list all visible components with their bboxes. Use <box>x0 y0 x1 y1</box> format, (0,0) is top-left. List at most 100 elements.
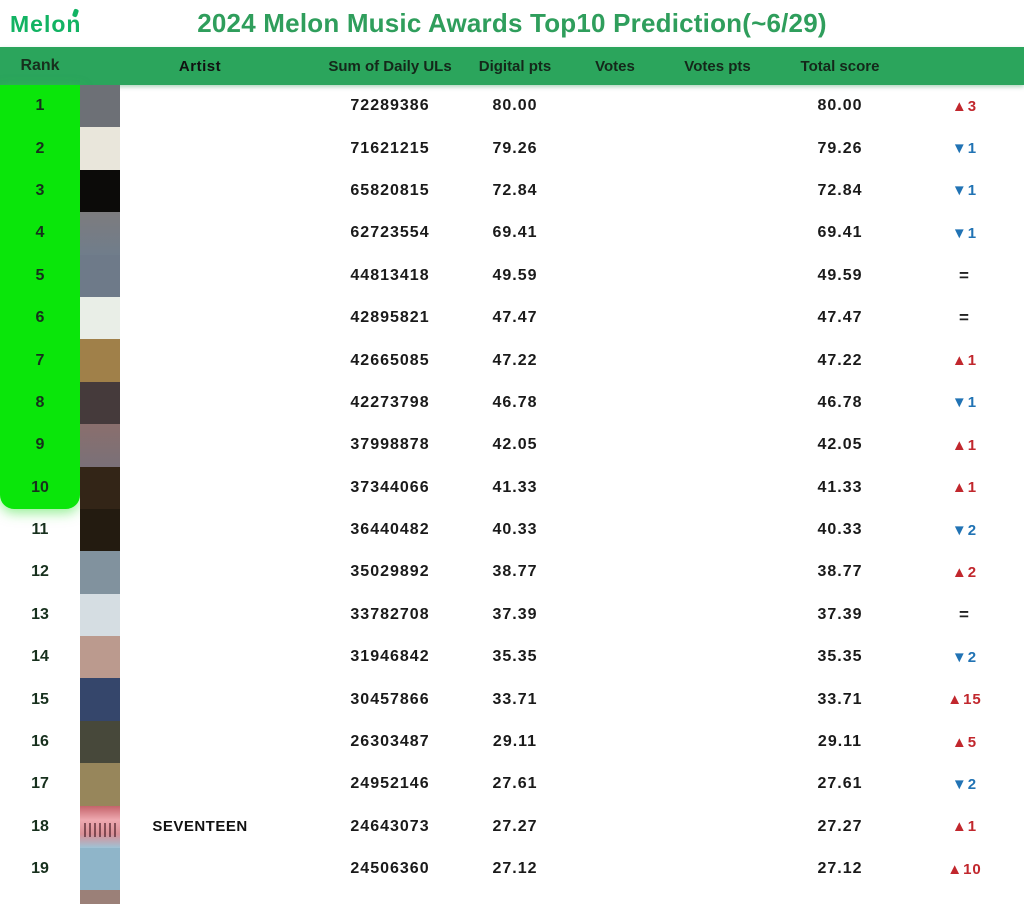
rank-change-indicator: ▲1 <box>951 436 978 454</box>
sum-daily-uls-value: 71621215 <box>350 139 430 157</box>
table-row: 11 36440482 40.33 40.33 ▼2 <box>0 508 1024 552</box>
rank-cell: 13 <box>31 605 49 623</box>
digital-pts-value: 49.59 <box>492 266 538 284</box>
sum-daily-uls-value: 24952146 <box>350 775 430 793</box>
digital-pts-value: 72.84 <box>492 181 538 199</box>
table-row: 13 33782708 37.39 37.39 = <box>0 593 1024 637</box>
artist-thumbnail <box>80 636 120 679</box>
digital-pts-value: 27.61 <box>492 775 538 793</box>
digital-pts-value: 46.78 <box>492 393 538 411</box>
thumb-cell <box>80 848 120 891</box>
total-score-value: 79.26 <box>817 139 863 157</box>
digital-pts-value: 37.39 <box>492 605 538 623</box>
total-score-value: 49.59 <box>817 266 863 284</box>
rank-change-indicator: ▼1 <box>951 182 978 200</box>
thumb-cell <box>80 339 120 382</box>
total-score-value: 38.77 <box>817 563 863 581</box>
rank-change-indicator: ▼2 <box>951 648 978 666</box>
artist-thumbnail <box>80 424 120 467</box>
table-row: 17 24952146 27.61 27.61 ▼2 <box>0 763 1024 806</box>
header-rank: Rank <box>20 57 60 74</box>
thumb-cell <box>80 678 120 721</box>
rank-change-indicator: ▲3 <box>951 97 978 115</box>
thumb-cell <box>80 805 120 849</box>
header-digital-pts: Digital pts <box>478 57 552 75</box>
digital-pts-value: 41.33 <box>492 478 538 496</box>
sum-daily-uls-value: 30457866 <box>350 690 430 708</box>
header-sum-daily-uls: Sum of Daily ULs <box>328 57 452 75</box>
thumb-cell <box>80 169 120 213</box>
total-score-value: 40.33 <box>817 521 863 539</box>
rank-change-indicator: = <box>959 604 970 624</box>
table-row: 19 24506360 27.12 27.12 ▲10 <box>0 848 1024 891</box>
digital-pts-value: 27.27 <box>492 817 538 835</box>
thumb-cell <box>80 466 120 509</box>
header-total-score: Total score <box>800 57 880 75</box>
melon-logo: Melon <box>10 8 81 38</box>
artist-thumbnail <box>80 720 120 764</box>
sum-daily-uls-value: 37998878 <box>350 436 430 454</box>
table-row: 8 42273798 46.78 46.78 ▼1 <box>0 381 1024 425</box>
artist-thumbnail <box>80 296 120 340</box>
sum-daily-uls-value: 33782708 <box>350 605 430 623</box>
sum-daily-uls-value: 72289386 <box>350 97 430 115</box>
total-score-value: 42.05 <box>817 436 863 454</box>
artist-thumbnail <box>80 848 120 891</box>
artist-thumbnail <box>80 254 120 297</box>
thumb-cell <box>80 636 120 679</box>
artist-thumbnail <box>80 169 120 213</box>
table-row: 4 62723554 69.41 69.41 ▼1 <box>0 212 1024 255</box>
sum-daily-uls-value: 42665085 <box>350 351 430 369</box>
top10-highlight <box>0 85 80 509</box>
artist-thumbnail <box>80 551 120 594</box>
sum-daily-uls-value: 62723554 <box>350 224 430 242</box>
rank-cell: 14 <box>31 648 49 666</box>
table-row: 18 SEVENTEEN 24643073 27.27 27.27 ▲1 <box>0 805 1024 849</box>
sum-daily-uls-value: 36440482 <box>350 521 430 539</box>
sum-daily-uls-value: 24506360 <box>350 860 430 878</box>
rank-change-indicator: ▲10 <box>947 860 982 878</box>
table-row: 16 26303487 29.11 29.11 ▲5 <box>0 720 1024 764</box>
rank-change-indicator: ▼1 <box>951 140 978 158</box>
header-votes: Votes <box>595 57 635 75</box>
thumb-cell <box>80 212 120 255</box>
total-score-value: 27.27 <box>817 817 863 835</box>
total-score-value: 33.71 <box>817 690 863 708</box>
artist-thumbnail <box>80 339 120 382</box>
header-thumb-spacer <box>80 47 120 85</box>
digital-pts-value: 35.35 <box>492 648 538 666</box>
table-row: 10 37344066 41.33 41.33 ▲1 <box>0 466 1024 509</box>
thumb-cell <box>80 127 120 170</box>
thumb-cell <box>80 85 120 128</box>
sum-daily-uls-value: 65820815 <box>350 181 430 199</box>
table-row: 7 42665085 47.22 47.22 ▲1 <box>0 339 1024 382</box>
artist-thumbnail <box>80 508 120 552</box>
table-row: 5 44813418 49.59 49.59 = <box>0 254 1024 297</box>
thumb-cell <box>80 720 120 764</box>
rank-cell: 6 <box>35 309 45 327</box>
total-score-value: 27.61 <box>817 775 863 793</box>
thumb-cell <box>80 381 120 425</box>
rank-cell: 3 <box>35 181 45 199</box>
topbar: Melon 2024 Melon Music Awards Top10 Pred… <box>0 0 1024 47</box>
thumb-cell <box>80 508 120 552</box>
artist-thumbnail <box>80 381 120 425</box>
digital-pts-value: 69.41 <box>492 224 538 242</box>
artist-thumbnail <box>80 212 120 255</box>
thumb-cell <box>80 424 120 467</box>
rank-cell: 2 <box>35 139 45 157</box>
table-row: 6 42895821 47.47 47.47 = <box>0 296 1024 340</box>
rank-change-indicator: = <box>959 308 970 328</box>
rank-cell: 7 <box>35 351 45 369</box>
rank-change-indicator: = <box>959 265 970 285</box>
rank-cell: 5 <box>35 266 45 284</box>
thumb-cell <box>80 890 120 904</box>
table-row: 3 65820815 72.84 72.84 ▼1 <box>0 169 1024 213</box>
digital-pts-value: 47.22 <box>492 351 538 369</box>
total-score-value: 37.39 <box>817 605 863 623</box>
total-score-value: 47.22 <box>817 351 863 369</box>
rank-cell: 18 <box>31 817 49 835</box>
table-row <box>0 890 1024 904</box>
table-body: 1 72289386 80.00 80.00 ▲3 2 71621215 79.… <box>0 85 1024 904</box>
